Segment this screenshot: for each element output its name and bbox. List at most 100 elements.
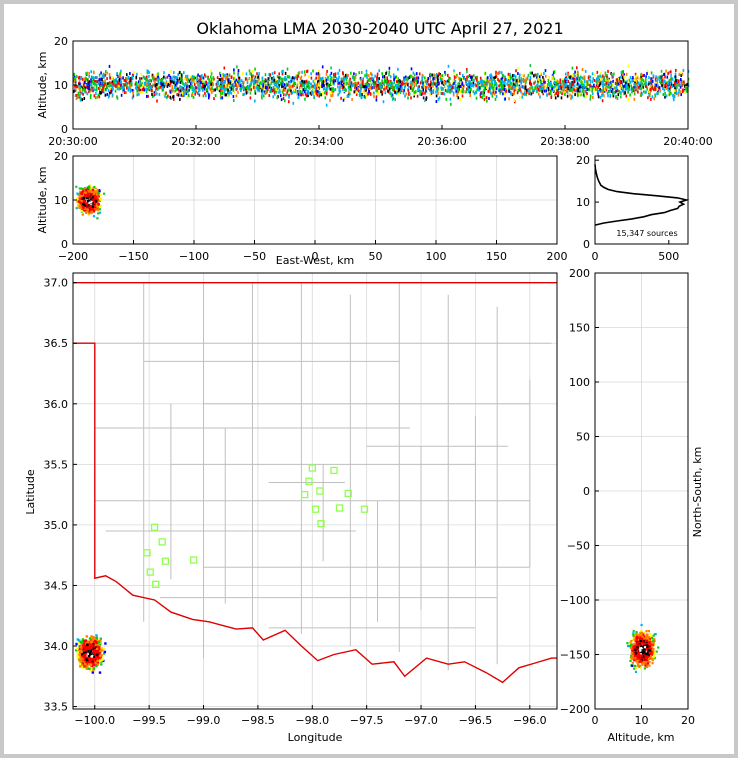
time-altitude-source-point — [422, 88, 425, 92]
time-altitude-source-point — [378, 69, 380, 73]
time-altitude-source-point — [371, 86, 374, 90]
time-altitude-source-point — [205, 94, 207, 98]
time-altitude-source-point — [199, 83, 202, 87]
time-altitude-source-point — [437, 78, 439, 82]
time-altitude-source-point — [684, 84, 686, 88]
time-altitude-source-point — [328, 83, 330, 87]
eastwest-tick-label: −50 — [243, 250, 266, 263]
time-altitude-sources — [73, 64, 690, 107]
time-altitude-ylabel: Altitude, km — [36, 51, 49, 118]
time-altitude-source-point — [365, 69, 368, 73]
time-altitude-source-point — [397, 82, 400, 86]
time-altitude-source-point — [345, 82, 348, 86]
time-altitude-source-point — [599, 82, 601, 86]
time-altitude-source-point — [261, 76, 264, 80]
time-altitude-source-point — [254, 67, 256, 71]
time-altitude-source-point — [238, 76, 241, 80]
time-altitude-source-point — [477, 81, 480, 85]
eastwest-source-cell — [93, 197, 96, 200]
time-altitude-source-point — [649, 88, 652, 91]
time-altitude-source-point — [279, 76, 282, 80]
time-altitude-source-point — [539, 87, 541, 91]
time-altitude-source-point — [301, 90, 304, 94]
time-altitude-source-point — [573, 74, 575, 78]
time-altitude-source-point — [584, 83, 587, 86]
time-altitude-source-point — [449, 76, 451, 80]
time-altitude-source-point — [464, 90, 466, 94]
time-altitude-source-point — [532, 90, 534, 94]
map-source-cell — [99, 640, 102, 643]
time-altitude-source-point — [385, 72, 387, 75]
time-altitude-source-point — [443, 81, 445, 84]
time-altitude-source-point — [628, 78, 631, 82]
map-source-cell — [75, 642, 78, 646]
time-altitude-source-point — [338, 88, 341, 92]
time-altitude-source-point — [330, 71, 333, 75]
time-altitude-source-point — [456, 89, 459, 93]
time-altitude-source-point — [330, 94, 332, 98]
time-altitude-source-point — [96, 95, 99, 99]
time-altitude-source-point — [146, 75, 148, 79]
time-altitude-source-point — [228, 85, 231, 89]
eastwest-source-cell — [88, 186, 91, 189]
time-altitude-source-point — [508, 89, 511, 93]
time-altitude-source-point — [668, 70, 670, 74]
time-altitude-source-point — [290, 77, 293, 81]
time-altitude-source-point — [541, 87, 543, 91]
time-altitude-source-point — [163, 82, 166, 86]
time-altitude-source-point — [262, 82, 265, 86]
time-altitude-source-point — [438, 72, 440, 76]
time-altitude-source-point — [134, 86, 137, 90]
time-altitude-source-point — [667, 81, 669, 85]
time-altitude-source-point — [330, 76, 333, 80]
time-altitude-source-point — [459, 71, 461, 75]
time-altitude-source-point — [440, 79, 442, 83]
time-altitude-source-point — [389, 80, 391, 84]
time-altitude-source-point — [219, 88, 222, 92]
time-altitude-source-point — [634, 81, 636, 85]
time-altitude-source-point — [375, 95, 378, 99]
time-altitude-source-point — [268, 83, 271, 87]
time-altitude-source-point — [191, 77, 193, 81]
time-altitude-source-point — [568, 84, 570, 88]
time-altitude-source-point — [189, 82, 192, 86]
time-altitude-source-point — [392, 73, 395, 77]
time-altitude-source-point — [270, 89, 272, 93]
time-altitude-source-point — [153, 75, 155, 79]
time-altitude-source-point — [317, 74, 320, 78]
time-altitude-source-point — [533, 81, 535, 85]
time-altitude-source-point — [94, 88, 96, 92]
time-altitude-source-point — [648, 76, 650, 80]
time-altitude-source-point — [102, 81, 105, 85]
time-altitude-source-point — [223, 80, 225, 84]
time-altitude-source-point — [410, 86, 412, 90]
time-altitude-source-point — [426, 87, 428, 91]
time-altitude-source-point — [651, 84, 653, 88]
time-altitude-source-point — [558, 83, 561, 87]
time-altitude-source-point — [298, 86, 301, 90]
time-altitude-source-point — [433, 73, 435, 77]
time-altitude-source-point — [113, 80, 115, 84]
time-altitude-source-point — [461, 94, 464, 98]
time-altitude-source-point — [269, 90, 271, 93]
time-altitude-source-point — [667, 84, 669, 87]
time-altitude-source-point — [172, 91, 174, 95]
time-altitude-source-point — [398, 85, 400, 89]
time-altitude-source-point — [465, 90, 468, 94]
time-altitude-source-point — [267, 88, 269, 92]
time-altitude-source-point — [196, 77, 199, 81]
time-altitude-source-point — [385, 86, 388, 89]
eastwest-source-cell — [86, 187, 89, 190]
time-altitude-source-point — [342, 72, 344, 76]
eastwest-source-cell — [79, 190, 82, 193]
time-altitude-source-point — [220, 85, 223, 89]
time-altitude-source-point — [93, 76, 95, 80]
time-altitude-source-point — [667, 88, 669, 92]
time-altitude-source-point — [540, 72, 542, 76]
time-altitude-source-point — [276, 96, 279, 100]
time-altitude-source-point — [635, 76, 637, 80]
time-altitude-source-point — [90, 79, 93, 83]
time-altitude-source-point — [653, 87, 655, 91]
time-altitude-source-point — [340, 80, 343, 84]
time-altitude-source-point — [180, 93, 183, 97]
